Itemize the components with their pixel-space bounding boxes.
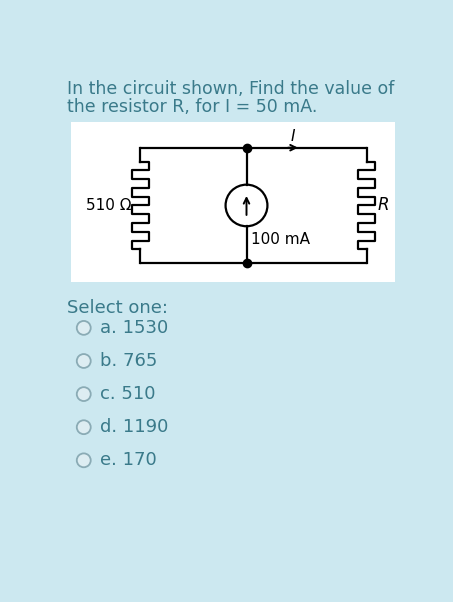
Circle shape <box>77 354 91 368</box>
Text: I: I <box>291 129 295 144</box>
Text: Select one:: Select one: <box>67 299 169 317</box>
Bar <box>71 122 395 282</box>
Text: 510 Ω: 510 Ω <box>86 198 131 213</box>
Text: c. 510: c. 510 <box>100 385 155 403</box>
Circle shape <box>77 453 91 467</box>
Text: b. 765: b. 765 <box>100 352 157 370</box>
Circle shape <box>77 387 91 401</box>
Circle shape <box>77 420 91 434</box>
Text: 100 mA: 100 mA <box>251 232 310 247</box>
Text: R: R <box>377 196 389 214</box>
Circle shape <box>77 321 91 335</box>
Text: e. 170: e. 170 <box>100 452 157 470</box>
Text: d. 1190: d. 1190 <box>100 418 169 436</box>
Text: the resistor R, for I = 50 mA.: the resistor R, for I = 50 mA. <box>67 98 318 116</box>
Text: a. 1530: a. 1530 <box>100 319 168 337</box>
Text: In the circuit shown, Find the value of: In the circuit shown, Find the value of <box>67 80 395 98</box>
